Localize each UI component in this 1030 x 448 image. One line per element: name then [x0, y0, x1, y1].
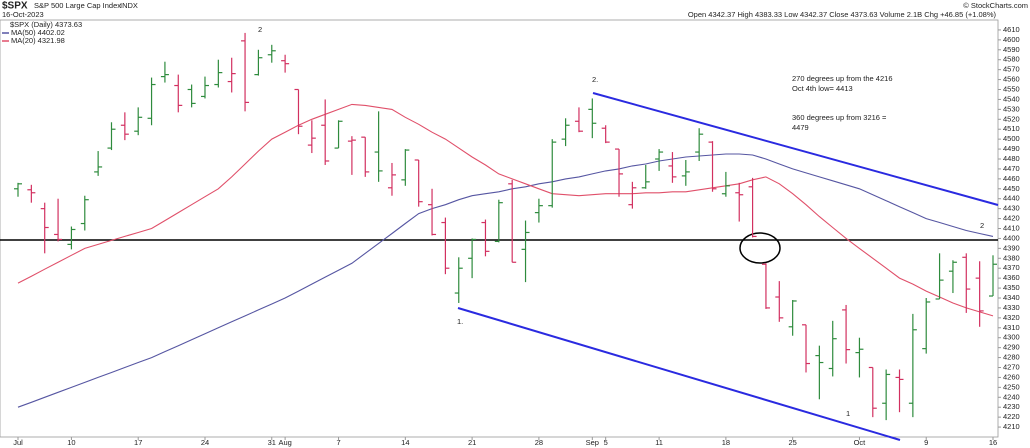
- y-tick-label: 4390: [1003, 243, 1020, 252]
- index-name: S&P 500 Large Cap Index: [34, 1, 121, 10]
- quote: Open 4342.37 High 4383.33 Low 4342.37 Cl…: [688, 10, 997, 19]
- y-tick-label: 4430: [1003, 204, 1020, 213]
- y-tick-label: 4580: [1003, 55, 1020, 64]
- y-tick-label: 4270: [1003, 362, 1020, 371]
- y-tick-label: 4220: [1003, 412, 1020, 421]
- annotation: 1: [846, 409, 850, 418]
- symbol: $SPX: [2, 1, 28, 12]
- y-tick-label: 4250: [1003, 382, 1020, 391]
- y-tick-label: 4260: [1003, 372, 1020, 381]
- y-tick-label: 4500: [1003, 134, 1020, 143]
- legend-label: $SPX (Daily) 4373.63: [10, 20, 82, 29]
- x-tick-label: 5: [604, 438, 608, 447]
- y-tick-label: 4340: [1003, 293, 1020, 302]
- annotation: 2: [980, 221, 984, 230]
- x-tick-label: 17: [134, 438, 142, 447]
- legend-label: MA(20) 4321.98: [11, 36, 65, 45]
- y-tick-label: 4440: [1003, 194, 1020, 203]
- y-tick-label: 4310: [1003, 323, 1020, 332]
- x-tick-label: 7: [336, 438, 340, 447]
- y-tick-label: 4590: [1003, 45, 1020, 54]
- x-tick-label: Sep: [586, 438, 599, 447]
- annotation: 4479: [792, 123, 809, 132]
- y-tick-label: 4560: [1003, 75, 1020, 84]
- y-tick-label: 4380: [1003, 253, 1020, 262]
- y-tick-label: 4520: [1003, 114, 1020, 123]
- x-tick-label: 9: [924, 438, 928, 447]
- y-tick-label: 4550: [1003, 84, 1020, 93]
- annotation: 1.: [457, 317, 463, 326]
- y-tick-label: 4460: [1003, 174, 1020, 183]
- annotation: 360 degrees up from 3216 =: [792, 113, 887, 122]
- y-tick-label: 4450: [1003, 184, 1020, 193]
- y-tick-label: 4490: [1003, 144, 1020, 153]
- y-tick-label: 4570: [1003, 65, 1020, 74]
- annotation: Oct 4th low= 4413: [792, 84, 853, 93]
- y-tick-label: 4320: [1003, 313, 1020, 322]
- y-tick-label: 4410: [1003, 223, 1020, 232]
- y-tick-label: 4330: [1003, 303, 1020, 312]
- y-tick-label: 4470: [1003, 164, 1020, 173]
- y-tick-label: 4480: [1003, 154, 1020, 163]
- y-tick-label: 4600: [1003, 35, 1020, 44]
- y-tick-label: 4400: [1003, 233, 1020, 242]
- x-tick-label: 10: [67, 438, 75, 447]
- y-tick-label: 4210: [1003, 422, 1020, 431]
- y-tick-label: 4420: [1003, 214, 1020, 223]
- x-tick-label: 28: [535, 438, 543, 447]
- x-tick-label: 25: [788, 438, 796, 447]
- ma-line: [17, 103, 994, 317]
- legend-label: MA(50) 4402.02: [11, 28, 65, 37]
- x-tick-label: 31: [268, 438, 276, 447]
- credit: © StockCharts.com: [963, 1, 1028, 10]
- y-tick-label: 4360: [1003, 273, 1020, 282]
- x-tick-label: 24: [201, 438, 209, 447]
- y-tick-label: 4240: [1003, 392, 1020, 401]
- y-tick-label: 4370: [1003, 263, 1020, 272]
- x-tick-label: Oct: [854, 438, 867, 447]
- y-tick-label: 4610: [1003, 25, 1020, 34]
- x-tick-label: 14: [401, 438, 409, 447]
- x-tick-label: 11: [655, 438, 663, 447]
- y-tick-label: 4350: [1003, 283, 1020, 292]
- annotation: 2.: [592, 75, 598, 84]
- y-tick-label: 4540: [1003, 94, 1020, 103]
- x-tick-label: 18: [722, 438, 730, 447]
- y-tick-label: 4300: [1003, 333, 1020, 342]
- x-tick-label: 21: [468, 438, 476, 447]
- circle-marker: [739, 232, 781, 264]
- date: 16-Oct-2023: [2, 10, 44, 19]
- annotation: 270 degrees up from the 4216: [792, 74, 893, 83]
- y-tick-label: 4290: [1003, 343, 1020, 352]
- y-tick-label: 4230: [1003, 402, 1020, 411]
- trendline: [457, 307, 901, 441]
- ma-line: [17, 153, 994, 408]
- exchange: INDX: [120, 1, 138, 10]
- y-tick-label: 4510: [1003, 124, 1020, 133]
- trendline: [592, 92, 999, 206]
- y-tick-label: 4530: [1003, 104, 1020, 113]
- annotation: 2: [258, 25, 262, 34]
- y-tick-label: 4280: [1003, 353, 1020, 362]
- x-tick-label: 16: [989, 438, 997, 447]
- x-tick-label: Aug: [278, 438, 291, 447]
- x-tick-label: Jul: [13, 438, 23, 447]
